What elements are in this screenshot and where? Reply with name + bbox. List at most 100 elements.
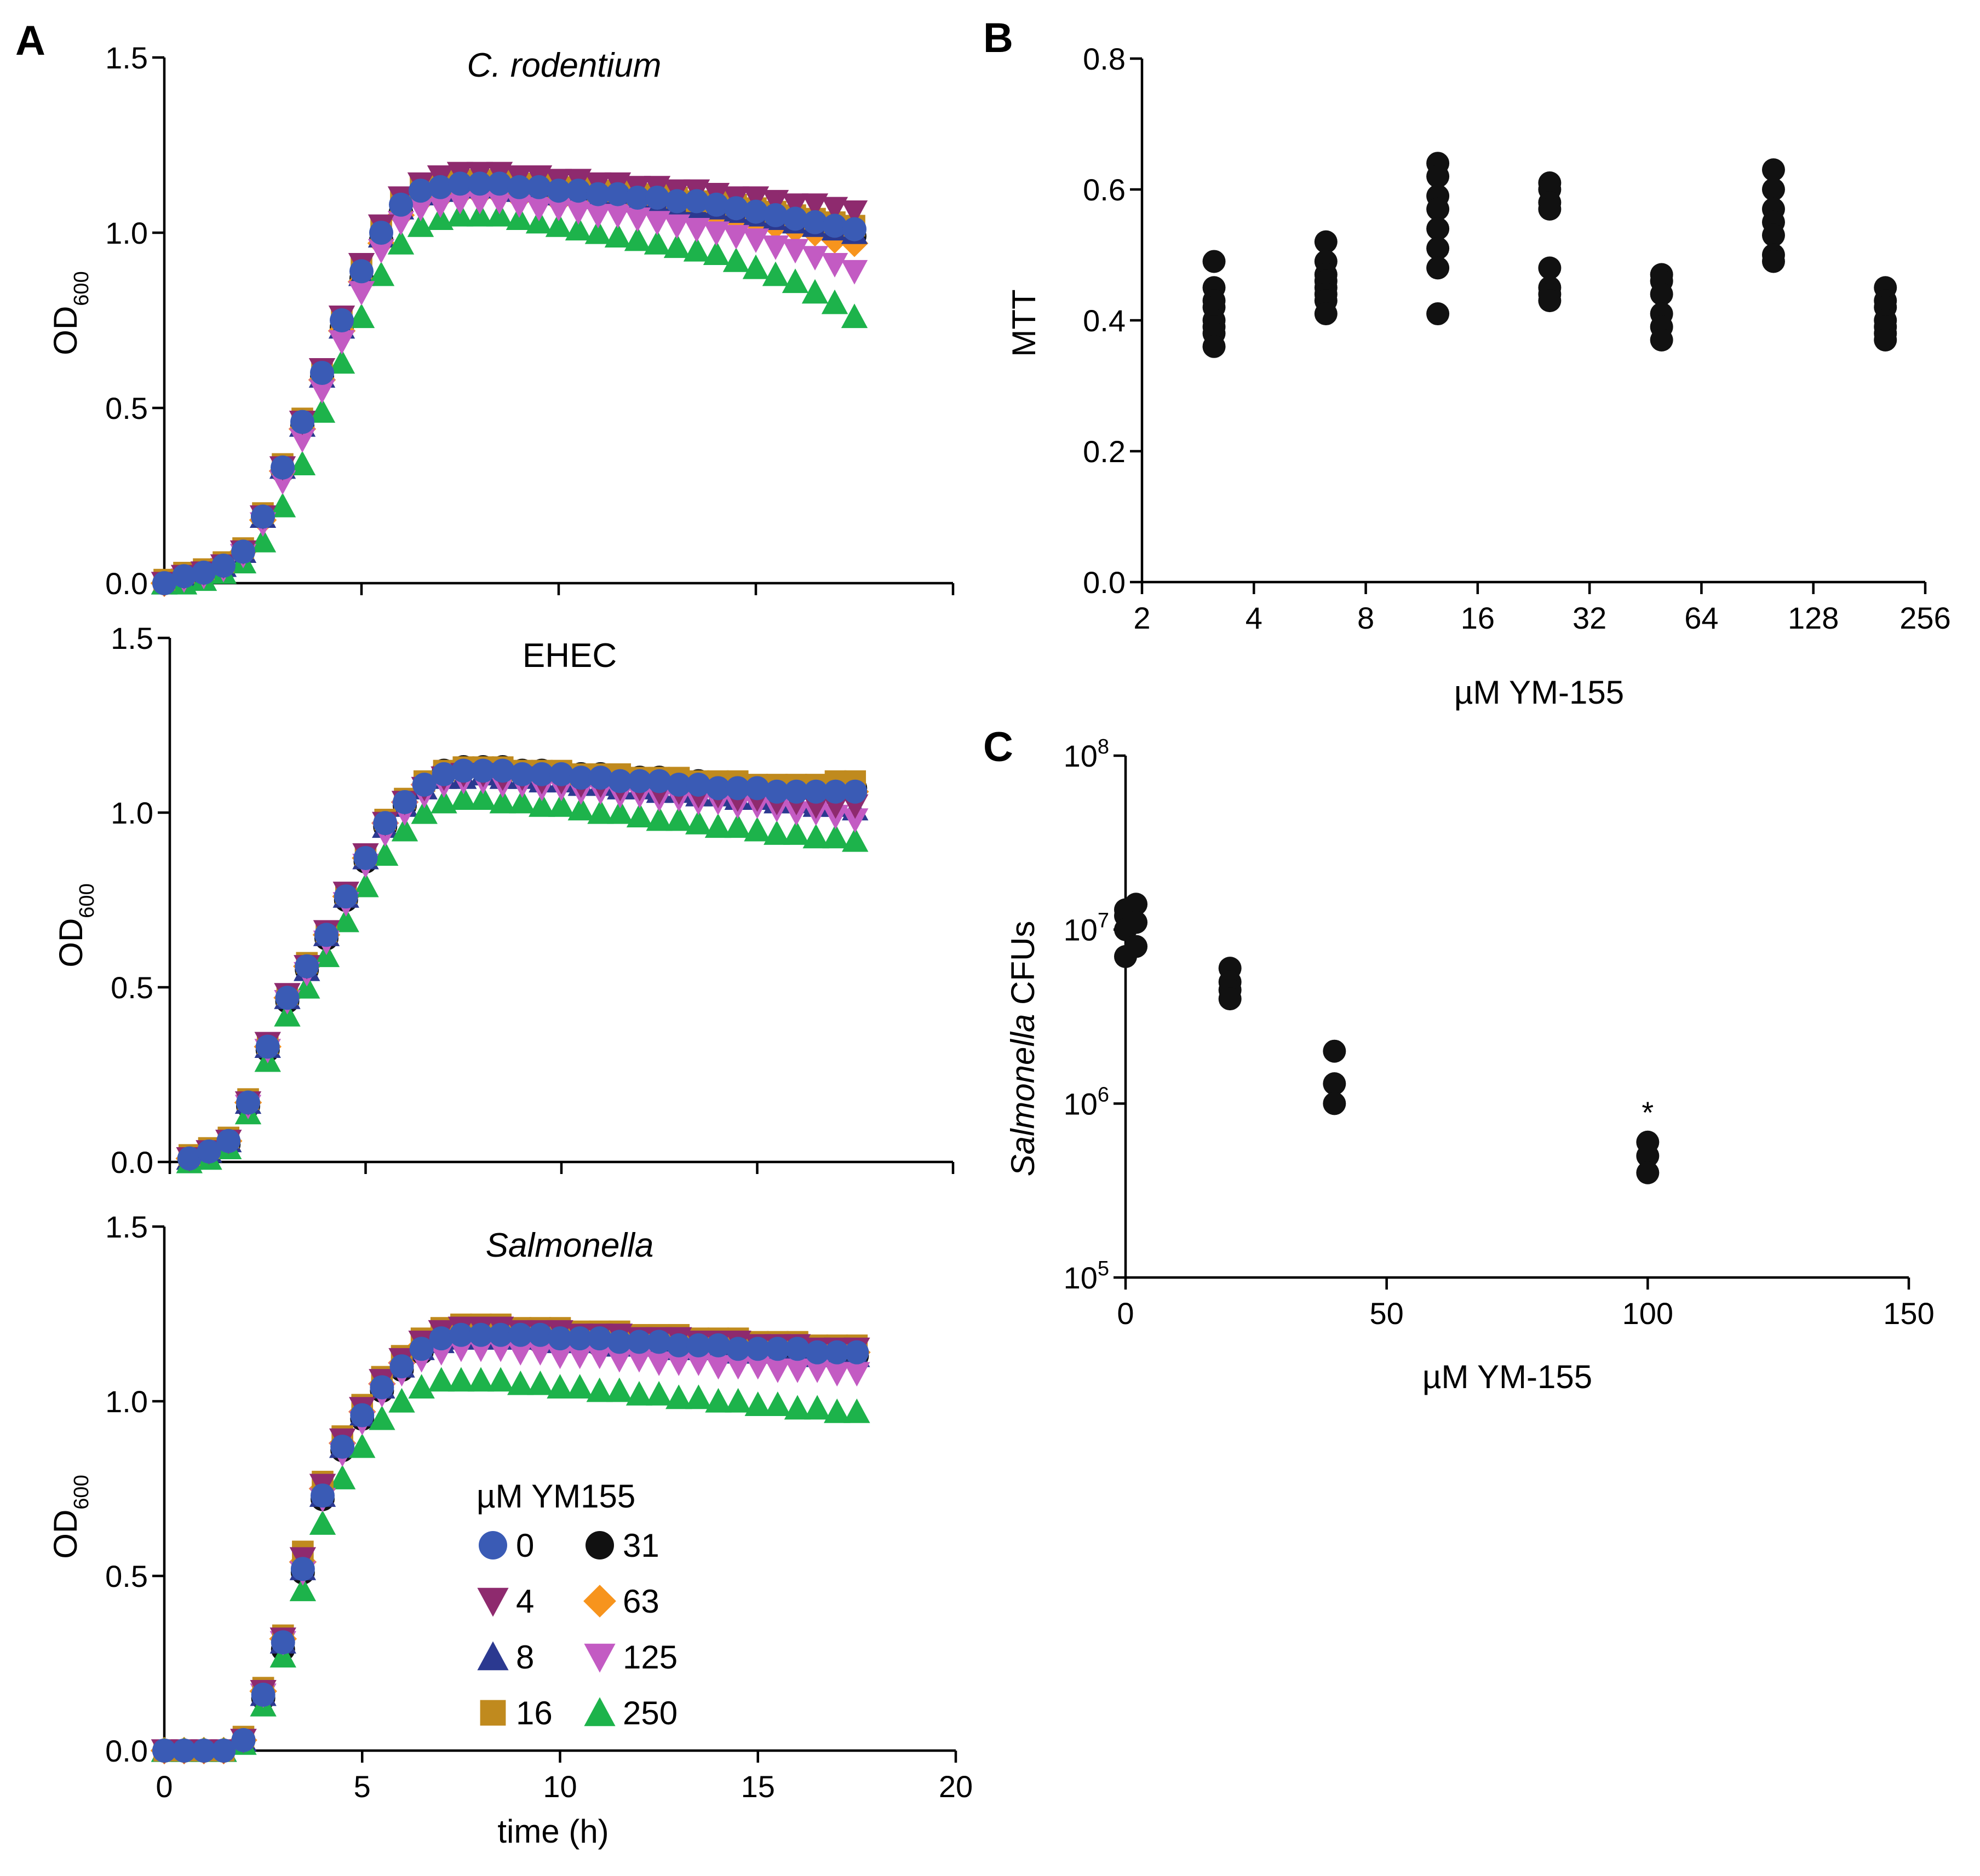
data-point-series-0 [724, 196, 748, 221]
data-point-series-125 [289, 428, 316, 453]
data-point-series-0 [845, 1340, 869, 1365]
data-point-series-125 [506, 193, 533, 218]
data-point-series-250 [547, 1374, 573, 1399]
data-point [1538, 197, 1562, 221]
data-point-series-250 [387, 230, 415, 255]
x-tick-label: 128 [1788, 601, 1839, 635]
data-point-series-125 [527, 1341, 554, 1366]
data-point [1650, 283, 1673, 306]
x-tick-label: 4 [1246, 601, 1262, 635]
data-point-series-4 [841, 200, 868, 225]
data-point-series-0 [216, 1129, 241, 1153]
data-point-series-250 [665, 1384, 692, 1409]
data-point-series-0 [197, 1139, 221, 1164]
data-point-series-250 [428, 1367, 455, 1392]
data-point-series-125 [427, 193, 454, 218]
data-point-series-250 [369, 1405, 395, 1430]
data-point-series-0 [389, 1354, 414, 1379]
chart-title: Salmonella [486, 1227, 654, 1264]
y-tick-label: 107 [1064, 910, 1109, 947]
legend-marker-250 [584, 1697, 616, 1727]
x-tick-label: 2 [1133, 601, 1150, 635]
legend-label-63: 63 [623, 1583, 659, 1620]
data-point-series-250 [683, 237, 710, 262]
data-point-series-250 [802, 824, 829, 849]
data-point-series-0 [389, 192, 413, 217]
y-axis-title: OD600 [47, 1475, 93, 1558]
y-tick-label: 1.0 [105, 1384, 148, 1419]
data-point-series-125 [762, 235, 789, 260]
data-point-series-0 [290, 1557, 315, 1581]
data-point-series-0 [311, 1483, 335, 1508]
chart-title: EHEC [523, 637, 617, 675]
legend-marker-0 [479, 1531, 507, 1560]
data-point-series-125 [663, 214, 691, 239]
data-point-series-0 [765, 779, 789, 804]
data-point-series-0 [412, 772, 437, 797]
data-point-series-125 [801, 246, 829, 271]
data-point-series-0 [468, 171, 492, 196]
data-point-series-0 [370, 1375, 394, 1400]
data-point [1202, 250, 1226, 273]
data-point-series-250 [705, 1388, 732, 1413]
data-point-series-250 [685, 1384, 712, 1409]
x-tick-label: 100 [1622, 1296, 1673, 1331]
y-tick-label: 0.6 [1083, 172, 1126, 207]
data-point-series-250 [391, 816, 418, 842]
x-tick-label: 8 [1357, 601, 1374, 635]
data-point-series-0 [686, 772, 711, 797]
data-point [1761, 178, 1785, 201]
data-point-series-125 [584, 204, 612, 229]
data-point-series-0 [369, 221, 393, 245]
data-point-series-0 [725, 776, 750, 801]
data-point-series-250 [822, 824, 849, 849]
y-tick-label: 0.5 [105, 1559, 148, 1593]
data-point-series-250 [704, 813, 732, 838]
data-point-series-0 [334, 884, 358, 909]
data-point-series-250 [269, 493, 296, 517]
legend-marker-125 [584, 1643, 616, 1673]
data-point-series-125 [784, 1359, 811, 1383]
data-point-series-250 [586, 1377, 613, 1402]
data-point-series-250 [332, 907, 359, 933]
y-tick-label: 0.0 [105, 566, 148, 601]
data-point-series-250 [783, 820, 810, 845]
y-axis-title: Salmonella CFUs [1005, 921, 1041, 1177]
data-point-series-125 [842, 808, 869, 833]
data-point-series-0 [667, 1333, 691, 1357]
data-point [1426, 256, 1450, 280]
data-point-series-250 [725, 1388, 751, 1413]
data-point-series-250 [567, 796, 594, 821]
data-point-series-125 [525, 197, 553, 222]
panel-letter-c: C [983, 724, 1013, 770]
data-point-series-0 [745, 1337, 770, 1361]
data-point-series-125 [566, 1344, 593, 1369]
data-point [1124, 893, 1148, 916]
x-tick-label: 150 [1883, 1296, 1934, 1331]
data-point-series-0 [251, 1682, 276, 1707]
data-point-series-250 [487, 1367, 514, 1392]
data-point [1218, 987, 1242, 1011]
data-point-series-0 [211, 1739, 236, 1763]
data-point-series-0 [783, 206, 807, 231]
data-point-series-250 [842, 827, 869, 852]
y-tick-label: 0.0 [105, 1734, 148, 1768]
y-tick-label: 0.5 [111, 970, 153, 1005]
data-point [1323, 1092, 1346, 1115]
data-point-series-0 [330, 1434, 355, 1459]
data-point [1314, 230, 1338, 254]
data-point-series-0 [825, 1340, 850, 1365]
data-point-series-0 [686, 1333, 711, 1357]
y-tick-label: 0.5 [105, 391, 148, 425]
data-point-series-0 [764, 203, 788, 227]
data-point [1538, 256, 1562, 280]
data-point-series-125 [683, 218, 710, 243]
data-point-series-125 [486, 189, 513, 215]
data-point-series-0 [587, 1326, 612, 1351]
data-point-series-0 [530, 762, 554, 786]
y-tick-label: 1.5 [105, 41, 148, 75]
data-point-series-0 [295, 954, 319, 979]
data-point-series-125 [821, 253, 848, 278]
panel-letter-b: B [983, 15, 1013, 61]
